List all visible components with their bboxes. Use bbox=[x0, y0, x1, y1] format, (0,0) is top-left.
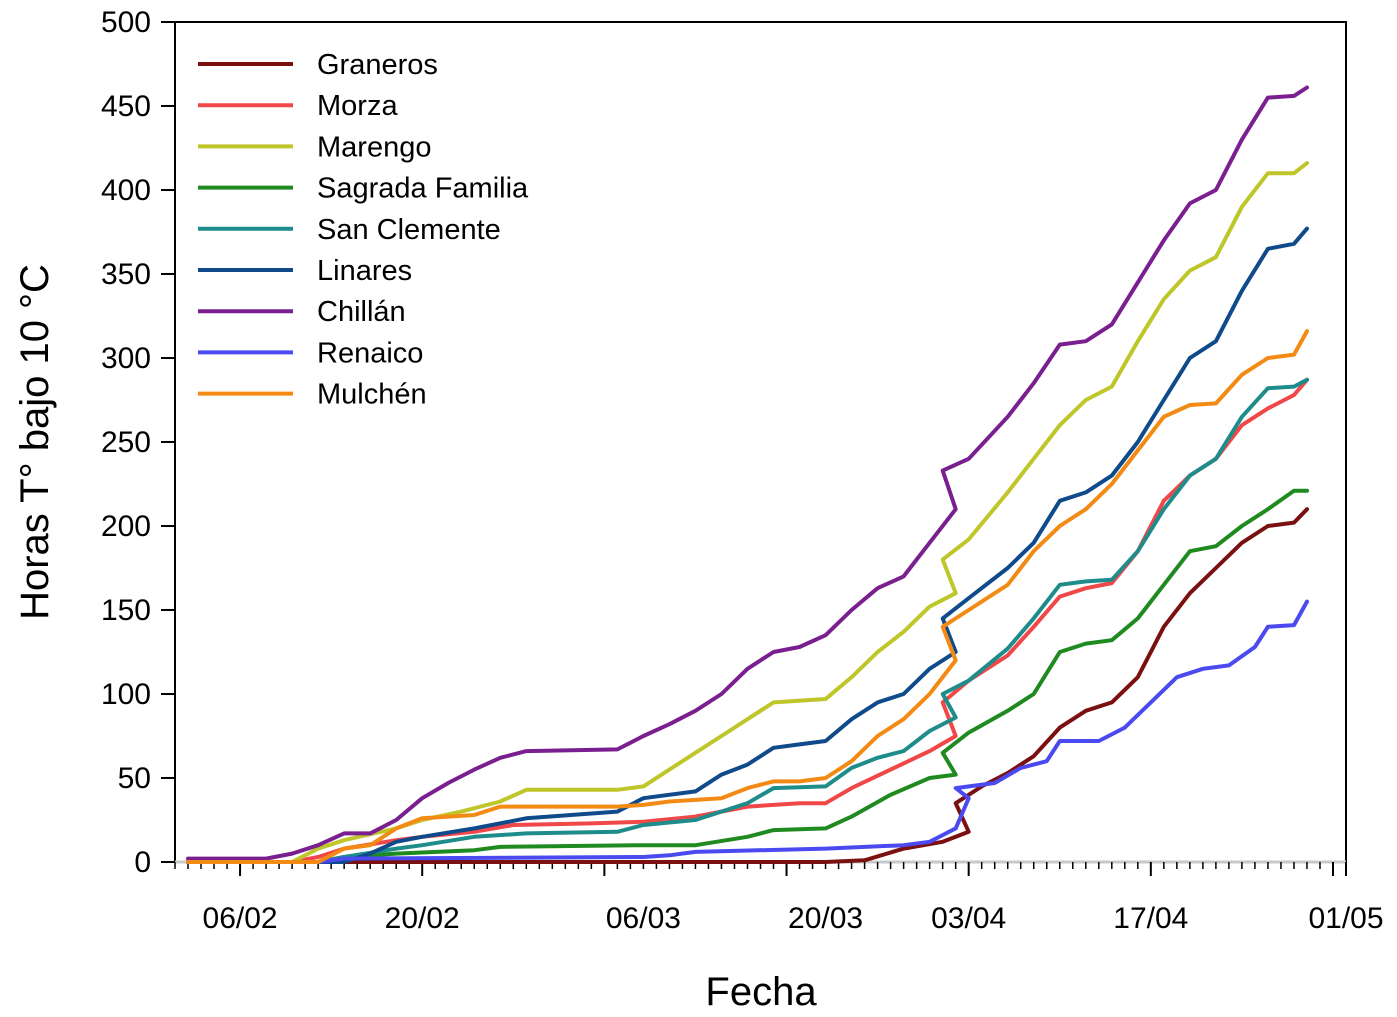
x-tick-label: 06/02 bbox=[203, 902, 278, 935]
legend-label: Morza bbox=[317, 90, 398, 122]
series-line bbox=[186, 599, 1309, 864]
y-tick-label: 50 bbox=[118, 762, 151, 795]
legend: Graneros Morza Marengo Sagrada Familia San C… bbox=[198, 49, 529, 411]
series-line bbox=[186, 329, 1309, 864]
x-tick-label: 03/04 bbox=[931, 902, 1006, 935]
legend-label: Renaico bbox=[317, 337, 423, 369]
x-tick-label: 17/04 bbox=[1113, 902, 1188, 935]
series-line bbox=[186, 488, 1309, 864]
x-tick-label: 20/03 bbox=[788, 902, 863, 935]
series-line bbox=[186, 161, 1309, 864]
x-tick-label: 01/05 bbox=[1308, 902, 1383, 935]
legend-label: San Clemente bbox=[317, 214, 501, 246]
y-tick-label: 450 bbox=[101, 90, 151, 123]
legend-label: Mulchén bbox=[317, 379, 427, 411]
x-tick-label: 06/03 bbox=[606, 902, 681, 935]
y-tick-label: 150 bbox=[101, 594, 151, 627]
y-tick-label: 200 bbox=[101, 510, 151, 543]
y-tick-label: 300 bbox=[101, 342, 151, 375]
series-lines bbox=[186, 85, 1309, 864]
series-line bbox=[186, 507, 1309, 864]
y-tick-label: 100 bbox=[101, 678, 151, 711]
x-tick-label: 20/02 bbox=[385, 902, 460, 935]
y-tick-label: 350 bbox=[101, 258, 151, 291]
y-tick-label: 400 bbox=[101, 174, 151, 207]
series-line bbox=[186, 377, 1309, 864]
y-axis: 0 50 100 150 200 250 300 350 400 450 500 bbox=[101, 6, 175, 879]
legend-label: Sagrada Familia bbox=[317, 173, 529, 205]
y-tick-label: 500 bbox=[101, 6, 151, 39]
legend-label: Linares bbox=[317, 255, 412, 287]
y-tick-label: 250 bbox=[101, 426, 151, 459]
y-tick-label: 0 bbox=[134, 846, 151, 879]
legend-label: Chillán bbox=[317, 296, 406, 328]
series-line bbox=[186, 226, 1309, 864]
y-axis-title: Horas T° bajo 10 °C bbox=[13, 264, 57, 620]
legend-label: Graneros bbox=[317, 49, 438, 81]
legend-label: Marengo bbox=[317, 131, 431, 163]
series-line bbox=[186, 85, 1309, 861]
x-axis-title: Fecha bbox=[705, 970, 817, 1014]
x-axis: 06/02 20/02 06/03 20/03 03/04 17/04 01/05 bbox=[174, 862, 1384, 935]
